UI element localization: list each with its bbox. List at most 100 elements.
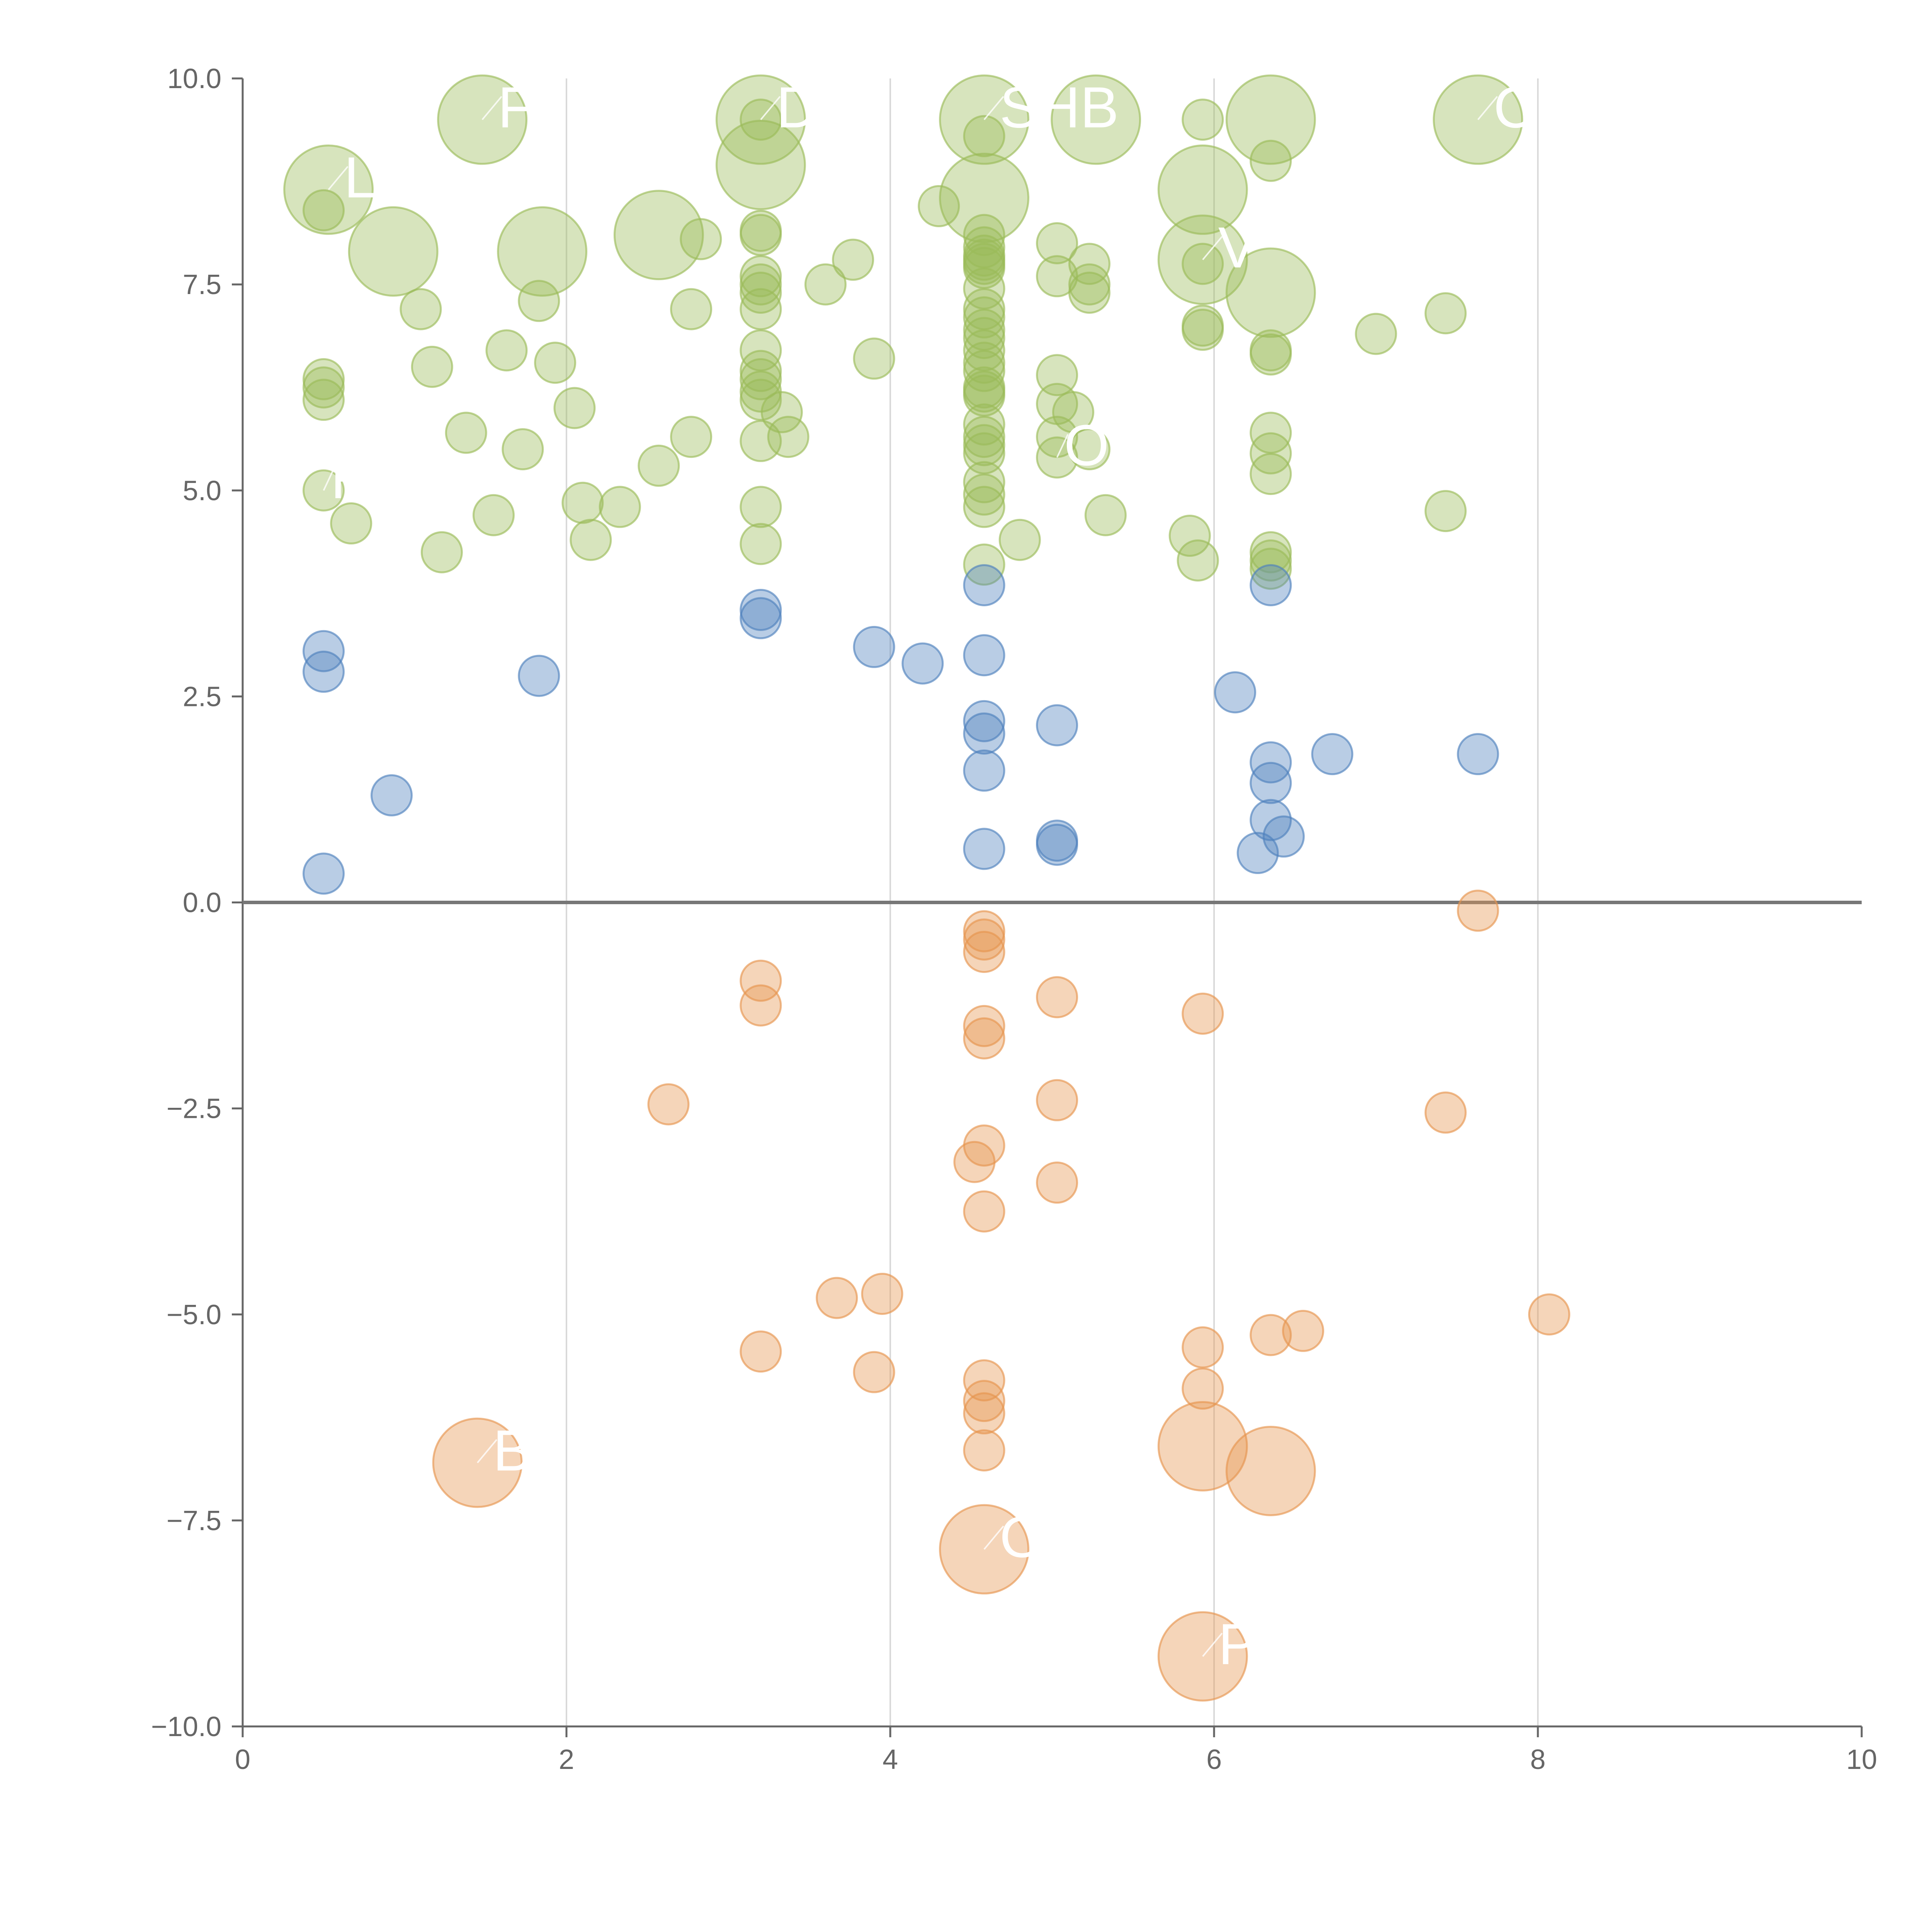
- bubbles: [283, 74, 1570, 1702]
- bubble-high: [420, 531, 463, 573]
- bubble-negative: [740, 984, 782, 1027]
- bubble-mid: [740, 597, 782, 639]
- bubble-label: OC: [1064, 413, 1151, 478]
- bubble-negative: [1036, 976, 1078, 1019]
- bubble-negative: [963, 1429, 1005, 1472]
- bubble-label: RO: [331, 446, 418, 510]
- bubble-high: [740, 379, 782, 421]
- bubble-label: B: [493, 1418, 532, 1483]
- bubble-high: [1052, 391, 1094, 434]
- bubble-high: [740, 523, 782, 565]
- bubble-mid: [1311, 733, 1354, 776]
- bubble-high: [670, 288, 713, 330]
- bubble-negative: [963, 1392, 1005, 1435]
- bubble-high: [939, 153, 1029, 243]
- bubble-mid: [303, 650, 345, 693]
- y-tick-label: −2.5: [167, 1094, 221, 1124]
- bubble-high: [1068, 428, 1111, 471]
- bubble-negative: [963, 1005, 1005, 1047]
- bubble-high: [400, 288, 442, 330]
- bubble-high: [1168, 515, 1211, 557]
- bubble-mid: [963, 700, 1005, 742]
- bubble-label: F: [498, 75, 533, 140]
- bubble-negative: [647, 1083, 690, 1126]
- bubble-high: [963, 317, 1005, 359]
- bubble-label: O: [1000, 1505, 1045, 1570]
- bubble-high: [1225, 74, 1316, 165]
- bubble-high: [570, 519, 612, 561]
- bubble-label: V: [1218, 215, 1257, 280]
- bubble-high: [804, 263, 847, 306]
- y-tick-label: −7.5: [167, 1505, 221, 1536]
- bubble-negative: [853, 1351, 895, 1393]
- label-leader-line: [323, 467, 335, 491]
- x-tick-label: 4: [883, 1744, 898, 1775]
- bubble-high: [767, 416, 810, 458]
- bubble-negative: [816, 1277, 858, 1319]
- label-leader-line: [760, 96, 781, 120]
- bubble-high: [1182, 99, 1224, 141]
- bubble-mid: [901, 642, 944, 685]
- bubble-label: C: [1493, 75, 1535, 140]
- bubble-high: [1182, 243, 1224, 285]
- bubble-high: [303, 189, 345, 231]
- y-tick-label: −5.0: [167, 1299, 221, 1330]
- bubble-mid: [1250, 564, 1292, 606]
- bubble-mid: [963, 712, 1005, 755]
- bubble-high: [485, 329, 528, 372]
- bubble-high: [1424, 490, 1467, 532]
- bubble-high: [1036, 354, 1078, 396]
- bubble-high: [1036, 222, 1078, 264]
- bubble-high: [445, 412, 487, 454]
- bubble-high: [1250, 333, 1292, 376]
- bubble-high: [832, 238, 874, 281]
- bubble-label: SHB: [1000, 75, 1119, 140]
- bubble-high: [740, 420, 782, 462]
- point-labels: L RO F D SHB OC V C B O P: [323, 75, 1535, 1677]
- bubble-high: [1068, 271, 1111, 314]
- bubble-negative: [1528, 1293, 1570, 1336]
- bubble-high: [740, 288, 782, 330]
- bubble-high: [1177, 539, 1219, 582]
- bubble-high: [599, 486, 641, 528]
- bubble-negative: [861, 1272, 903, 1315]
- bubble-high: [330, 502, 372, 545]
- bubble-high: [1051, 74, 1141, 165]
- label-leader-line: [477, 1439, 498, 1463]
- x-tick-label: 8: [1530, 1744, 1546, 1775]
- bubble-high: [1250, 548, 1292, 590]
- bubble-high: [853, 337, 895, 380]
- x-tick-label: 10: [1846, 1744, 1877, 1775]
- bubble-negative: [963, 1380, 1005, 1422]
- bubble-high: [918, 185, 960, 228]
- bubble-mid: [1036, 823, 1078, 866]
- bubble-negative: [1225, 1426, 1316, 1516]
- label-leader-line: [1477, 96, 1498, 120]
- bubble-label: L: [344, 145, 376, 210]
- bubble-mid: [963, 564, 1005, 606]
- bubble-negative: [1424, 1091, 1467, 1134]
- bubble-high: [303, 366, 345, 409]
- bubble-high: [715, 120, 806, 210]
- x-tick-label: 0: [235, 1744, 250, 1775]
- bubble-high: [963, 432, 1005, 474]
- bubble-mid: [963, 828, 1005, 870]
- bubble-mid: [853, 626, 895, 668]
- y-tick-label: 2.5: [183, 681, 221, 712]
- x-tick-label: 6: [1206, 1744, 1222, 1775]
- bubble-high: [561, 481, 604, 524]
- bubble-high: [1157, 144, 1248, 235]
- bubble-high: [534, 342, 577, 384]
- bubble-high: [1182, 308, 1224, 351]
- label-leader-line: [983, 96, 1004, 120]
- bubble-mid: [963, 634, 1005, 677]
- bubble-high: [553, 387, 596, 429]
- bubble-negative: [963, 930, 1005, 973]
- bubble-high: [1424, 292, 1467, 335]
- bubble-high: [472, 494, 515, 536]
- bubble-high: [963, 486, 1005, 528]
- label-leader-line: [1202, 1633, 1223, 1657]
- bubble-mid: [1214, 671, 1256, 714]
- bubble-high: [740, 486, 782, 528]
